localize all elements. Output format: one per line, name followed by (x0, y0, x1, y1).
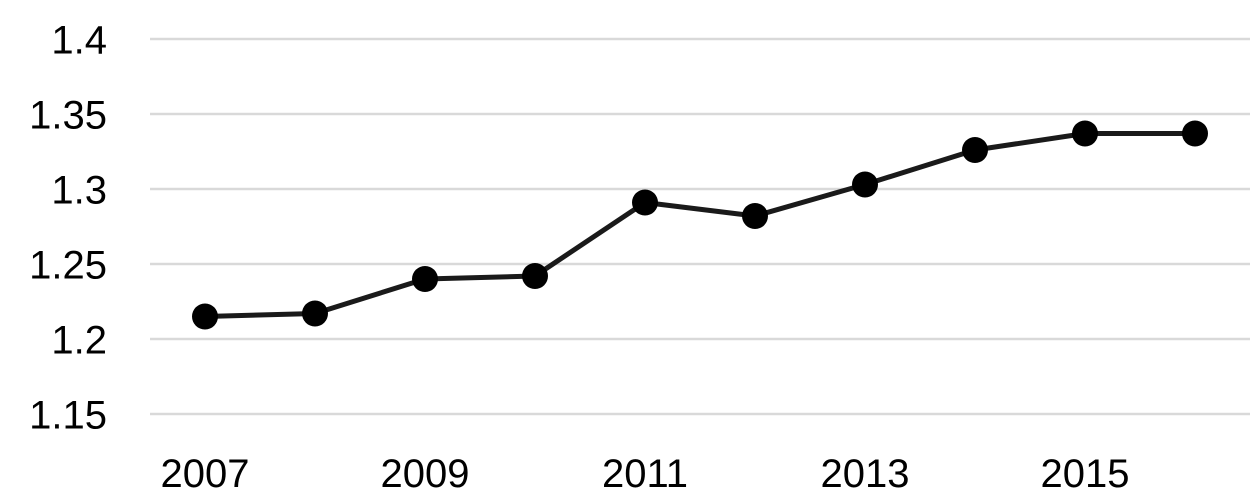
data-point (192, 303, 218, 330)
y-axis-tick-label: 1.15 (29, 393, 107, 437)
y-axis-tick-label: 1.4 (51, 18, 107, 62)
data-point (1072, 120, 1098, 147)
y-axis-tick-label: 1.35 (29, 93, 107, 137)
y-axis-tick-label: 1.3 (51, 168, 107, 212)
x-axis-tick-label: 2009 (381, 452, 470, 496)
x-axis-tick-label: 2015 (1041, 452, 1130, 496)
data-point (302, 300, 328, 327)
data-point (632, 189, 658, 216)
data-line (202, 131, 1198, 319)
data-point (522, 263, 548, 289)
data-point (962, 137, 988, 163)
y-axis-tick-label: 1.25 (29, 243, 107, 287)
data-point (742, 203, 768, 229)
data-point (852, 171, 878, 198)
y-axis-tick-label: 1.2 (51, 318, 107, 362)
x-axis-tick-label: 2007 (161, 452, 250, 496)
data-point (412, 266, 438, 292)
x-axis-tick-label: 2011 (602, 452, 688, 496)
x-axis-tick-label: 2013 (821, 452, 910, 496)
data-point (1182, 120, 1208, 147)
